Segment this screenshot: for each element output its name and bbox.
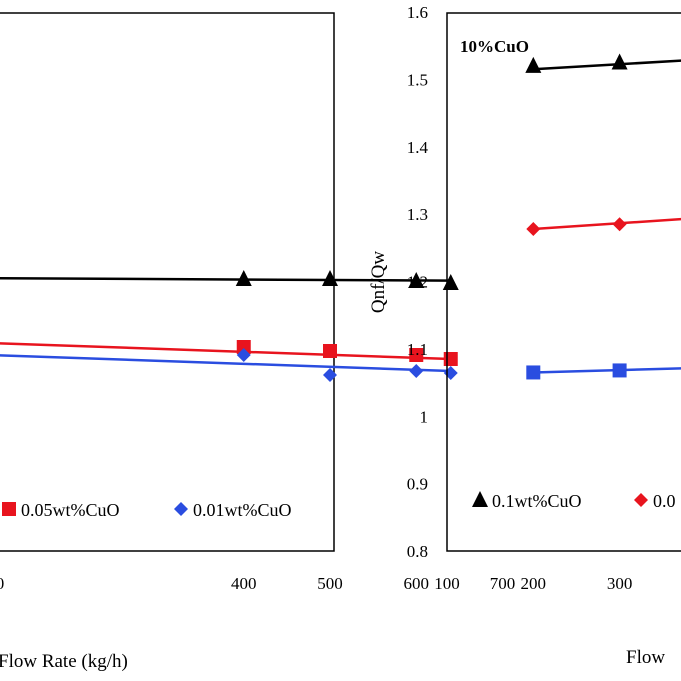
right-x-tick-labels: 100 200 300 <box>434 574 632 593</box>
left-data-point <box>236 348 251 362</box>
left-legend-label: 0.01wt%CuO <box>193 500 292 520</box>
right-x-tick-label: 100 <box>434 574 460 593</box>
left-x-tick-label: 700 <box>490 574 516 593</box>
left-data-point <box>236 340 251 354</box>
left-data-point <box>323 368 337 382</box>
left-trend-line <box>0 277 451 282</box>
right-y-tick-label: 1 <box>420 407 429 426</box>
right-legend-label: 0.1wt%CuO <box>492 491 582 511</box>
left-legend-marker <box>2 502 16 516</box>
right-y-tick-label: 1.3 <box>407 205 428 224</box>
right-data-point <box>525 56 542 73</box>
right-legend-label: 0.0 <box>653 491 676 511</box>
left-legend: 0.05wt%CuO 0.01wt%CuO <box>2 500 292 520</box>
left-data-points <box>235 270 459 382</box>
right-x-tick-label: 200 <box>521 574 547 593</box>
right-data-point <box>526 221 541 236</box>
left-x-tick-label: 400 <box>231 574 257 593</box>
right-trend-line <box>533 217 681 231</box>
right-y-tick-label: 1.5 <box>407 70 428 89</box>
left-x-axis-title: Flow Rate (kg/h) <box>0 651 128 672</box>
left-chart-panel: 0 400 500 600 700 Flow Rate (kg/h) 0.05wt%Cu… <box>0 12 515 672</box>
left-data-point <box>409 348 424 362</box>
right-x-axis-title: Flow <box>626 647 665 668</box>
left-data-point <box>235 270 252 286</box>
left-data-point <box>323 344 337 358</box>
left-legend-label: 0.05wt%CuO <box>21 500 120 520</box>
right-legend-marker <box>472 491 488 507</box>
right-chart-panel: 0.8 0.9 1 1.1 1.2 1.3 1.4 1.5 1.6 100 200 300 Qnf/… <box>368 3 681 668</box>
right-trend-line <box>533 59 681 71</box>
left-data-point <box>442 274 459 290</box>
right-panel-annotation: 10%CuO <box>460 37 529 56</box>
right-data-point <box>611 53 628 70</box>
left-data-point <box>409 364 424 378</box>
right-y-tick-label: 1.4 <box>407 138 429 157</box>
right-y-tick-label: 0.8 <box>407 542 428 561</box>
right-trend-line <box>533 367 681 374</box>
left-x-tick-label: 500 <box>317 574 343 593</box>
right-x-tick-label: 300 <box>607 574 633 593</box>
right-y-tick-label: 0.9 <box>407 475 428 494</box>
left-x-tick-label: 600 <box>404 574 430 593</box>
left-trend-line <box>0 354 451 373</box>
right-legend-marker <box>634 493 648 507</box>
left-x-tick-label: 0 <box>0 574 4 593</box>
right-trend-lines <box>533 59 681 374</box>
right-y-tick-label: 1.2 <box>407 273 428 292</box>
left-data-point <box>408 272 425 288</box>
right-plot-frame <box>446 12 681 552</box>
right-legend: 0.1wt%CuO 0.0 <box>472 491 676 511</box>
left-data-point <box>322 270 338 286</box>
left-plot-frame <box>0 12 335 552</box>
left-trend-line <box>0 342 451 361</box>
right-data-point <box>612 363 627 378</box>
left-trend-lines <box>0 277 451 373</box>
right-data-points <box>525 53 628 380</box>
left-data-point <box>443 352 458 366</box>
right-data-point <box>526 365 541 380</box>
right-y-tick-label: 1.6 <box>407 3 428 22</box>
left-data-point <box>443 366 458 380</box>
right-y-tick-labels: 0.8 0.9 1 1.1 1.2 1.3 1.4 1.5 1.6 <box>407 3 429 561</box>
left-x-tick-labels: 0 400 500 600 700 <box>0 574 515 593</box>
right-y-tick-label: 1.1 <box>407 340 428 359</box>
left-legend-marker <box>174 502 188 516</box>
right-y-axis-title: Qnf/Qw <box>368 251 389 314</box>
right-data-point <box>612 217 627 232</box>
